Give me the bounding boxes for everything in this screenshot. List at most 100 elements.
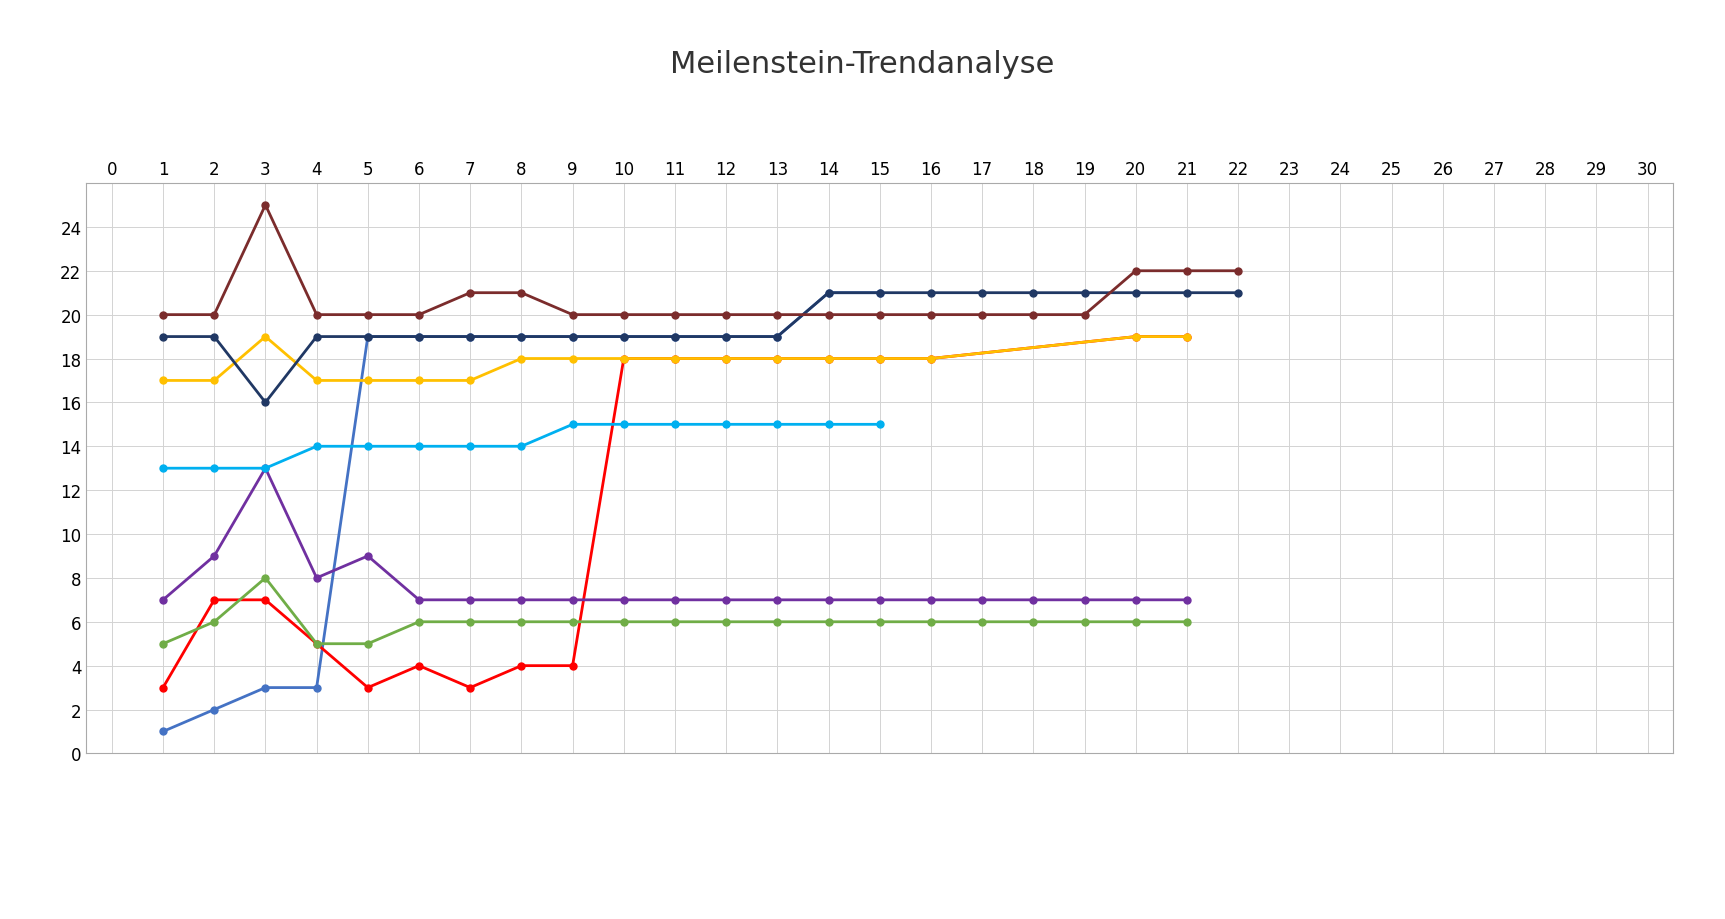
Meilenstein 7 (664, 332, 685, 343)
Meilenstein 8 (409, 310, 430, 321)
Meilenstein 5 (664, 419, 685, 430)
Meilnstein 2 (409, 661, 430, 672)
Meilenstein 4 (562, 595, 583, 606)
Meilnstein 2 (461, 682, 481, 693)
Meilenstein 1 (562, 332, 583, 343)
Meilenstein 4 (614, 595, 635, 606)
Meilenstein 8 (971, 310, 992, 321)
Meilenstein 7 (307, 332, 328, 343)
Meilenstein 7 (461, 332, 481, 343)
Line: Meilenstein 3: Meilenstein 3 (160, 574, 1190, 648)
Meilenstein 4 (818, 595, 838, 606)
Meilenstein 3 (461, 617, 481, 628)
Meilenstein 6 (716, 354, 737, 365)
Meilenstein 4 (1075, 595, 1095, 606)
Meilenstein 8 (1228, 266, 1249, 277)
Meilnstein 2 (562, 661, 583, 672)
Meilenstein 6 (511, 354, 531, 365)
Meilnstein 2 (818, 354, 838, 365)
Meilenstein 3 (971, 617, 992, 628)
Meilenstein 1 (255, 682, 276, 693)
Meilenstein 1 (768, 332, 788, 343)
Meilenstein 3 (1075, 617, 1095, 628)
Meilenstein 1 (307, 682, 328, 693)
Meilenstein 4 (307, 573, 328, 584)
Meilenstein 8 (664, 310, 685, 321)
Meilenstein 5 (869, 419, 890, 430)
Meilenstein 4 (1023, 595, 1044, 606)
Meilenstein 6 (307, 376, 328, 387)
Meilenstein 7 (1023, 288, 1044, 299)
Meilenstein 6 (461, 376, 481, 387)
Meilenstein 3 (255, 573, 276, 584)
Meilenstein 6 (204, 376, 224, 387)
Meilenstein 3 (716, 617, 737, 628)
Meilenstein 8 (307, 310, 328, 321)
Meilenstein 7 (357, 332, 378, 343)
Meilnstein 2 (1125, 332, 1145, 343)
Meilenstein 4 (869, 595, 890, 606)
Meilenstein 6 (154, 376, 174, 387)
Meilenstein 6 (664, 354, 685, 365)
Meilenstein 3 (204, 617, 224, 628)
Meilenstein 4 (768, 595, 788, 606)
Meilenstein 3 (664, 617, 685, 628)
Meilenstein 6 (869, 354, 890, 365)
Meilenstein 1 (461, 332, 481, 343)
Meilenstein 3 (154, 639, 174, 650)
Meilenstein 8 (255, 200, 276, 211)
Meilenstein 7 (1228, 288, 1249, 299)
Meilenstein 1 (357, 332, 378, 343)
Meilnstein 2 (716, 354, 737, 365)
Meilenstein 1 (511, 332, 531, 343)
Meilenstein 6 (255, 332, 276, 343)
Meilenstein 5 (768, 419, 788, 430)
Line: Meilenstein 4: Meilenstein 4 (160, 465, 1190, 604)
Meilenstein 5 (562, 419, 583, 430)
Meilenstein 7 (255, 397, 276, 408)
Meilenstein 7 (1075, 288, 1095, 299)
Meilenstein 3 (768, 617, 788, 628)
Meilenstein 1 (869, 288, 890, 299)
Meilenstein 6 (357, 376, 378, 387)
Meilnstein 2 (204, 595, 224, 606)
Meilenstein 7 (921, 288, 942, 299)
Meilenstein 4 (664, 595, 685, 606)
Meilenstein 6 (1125, 332, 1145, 343)
Meilenstein 4 (154, 595, 174, 606)
Meilenstein 7 (818, 288, 838, 299)
Meilenstein 6 (614, 354, 635, 365)
Meilnstein 2 (255, 595, 276, 606)
Line: Meilenstein 8: Meilenstein 8 (160, 202, 1242, 319)
Meilenstein 4 (255, 463, 276, 474)
Meilenstein 3 (1125, 617, 1145, 628)
Meilnstein 2 (1176, 332, 1197, 343)
Meilenstein 3 (409, 617, 430, 628)
Line: Meilenstein 7: Meilenstein 7 (160, 289, 1242, 406)
Meilenstein 3 (921, 617, 942, 628)
Meilenstein 7 (768, 332, 788, 343)
Meilenstein 4 (1176, 595, 1197, 606)
Meilenstein 1 (664, 332, 685, 343)
Meilenstein 8 (716, 310, 737, 321)
Meilenstein 4 (1125, 595, 1145, 606)
Meilenstein 7 (1176, 288, 1197, 299)
Meilenstein 5 (307, 441, 328, 452)
Meilenstein 8 (1125, 266, 1145, 277)
Line: Meilenstein 1: Meilenstein 1 (160, 289, 883, 735)
Meilenstein 8 (204, 310, 224, 321)
Meilenstein 6 (409, 376, 430, 387)
Meilenstein 3 (307, 639, 328, 650)
Meilenstein 8 (154, 310, 174, 321)
Meilenstein 1 (716, 332, 737, 343)
Meilenstein 5 (818, 419, 838, 430)
Meilenstein 5 (357, 441, 378, 452)
Meilenstein 8 (768, 310, 788, 321)
Meilnstein 2 (869, 354, 890, 365)
Meilenstein 7 (562, 332, 583, 343)
Meilenstein 7 (1125, 288, 1145, 299)
Meilenstein 5 (716, 419, 737, 430)
Meilnstein 2 (511, 661, 531, 672)
Meilnstein 2 (664, 354, 685, 365)
Meilenstein 1 (204, 704, 224, 715)
